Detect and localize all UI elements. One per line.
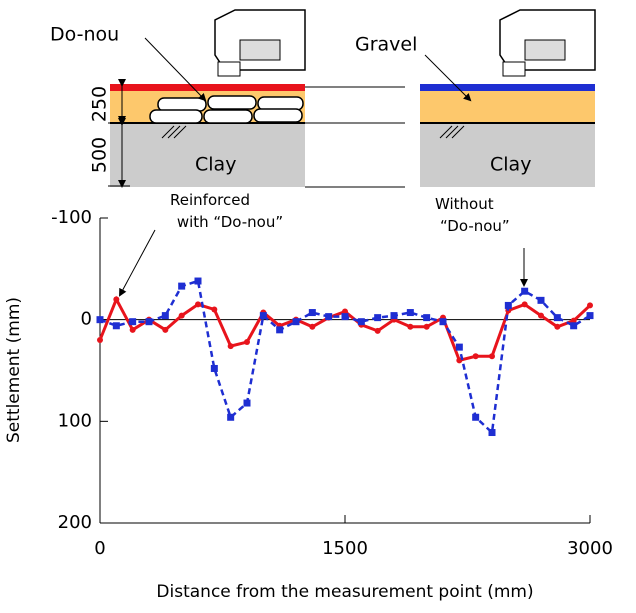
point	[587, 312, 594, 319]
point	[472, 414, 479, 421]
series-line	[100, 299, 590, 360]
point	[228, 343, 234, 349]
point	[489, 429, 496, 436]
point	[489, 353, 495, 359]
point	[407, 309, 414, 316]
y-tick-label: 100	[58, 410, 92, 431]
x-tick-label: 3000	[567, 538, 613, 559]
x-tick-label: 1500	[322, 538, 368, 559]
x-tick-label: 0	[94, 538, 105, 559]
point	[276, 326, 283, 333]
point	[113, 296, 119, 302]
point	[522, 301, 528, 307]
point	[521, 288, 528, 295]
x-axis-label: Distance from the measurement point (mm)	[156, 582, 533, 602]
point	[424, 324, 430, 330]
point	[178, 283, 185, 290]
y-tick-label: -100	[51, 207, 92, 228]
y-tick-label: 200	[58, 512, 92, 533]
point	[244, 400, 251, 407]
point	[260, 312, 267, 319]
point	[342, 313, 349, 320]
point	[195, 301, 201, 307]
point	[456, 344, 463, 351]
y-axis-label: Settlement (mm)	[4, 297, 24, 443]
point	[309, 309, 316, 316]
point	[554, 314, 561, 321]
point	[195, 278, 202, 285]
point	[391, 312, 398, 319]
donou-label: Do-nou	[50, 24, 119, 46]
clay-label: Clay	[195, 154, 236, 176]
point	[358, 318, 365, 325]
point	[179, 313, 185, 319]
point	[211, 365, 218, 372]
point	[375, 328, 381, 334]
point	[440, 318, 447, 325]
point	[146, 318, 153, 325]
point	[407, 324, 413, 330]
gravel-label: Gravel	[355, 34, 417, 56]
point	[325, 313, 332, 320]
point	[309, 324, 315, 330]
point	[538, 313, 544, 319]
point	[554, 324, 560, 330]
point	[211, 307, 217, 313]
point	[570, 322, 577, 329]
dimension-label: 500	[89, 137, 111, 173]
point	[162, 327, 168, 333]
point	[505, 302, 512, 309]
point	[227, 414, 234, 421]
point	[374, 314, 381, 321]
point	[129, 318, 136, 325]
point	[113, 322, 120, 329]
point	[423, 314, 430, 321]
point	[97, 316, 104, 323]
point	[244, 339, 250, 345]
figure: Do-nou Gravel Clay Clay 250 500 Settleme…	[0, 0, 636, 613]
point	[130, 327, 136, 333]
clay-label: Clay	[490, 154, 531, 176]
point	[587, 302, 593, 308]
cross-section-right	[305, 10, 595, 187]
point	[473, 353, 479, 359]
dimension-label: 250	[89, 86, 111, 122]
point	[293, 318, 300, 325]
point	[97, 337, 103, 343]
point	[538, 297, 545, 304]
point	[162, 312, 169, 319]
annotation: Without“Do-nou”	[435, 195, 510, 235]
annotation-arrow	[120, 230, 155, 295]
series-line	[100, 281, 590, 432]
y-tick-label: 0	[81, 309, 92, 330]
